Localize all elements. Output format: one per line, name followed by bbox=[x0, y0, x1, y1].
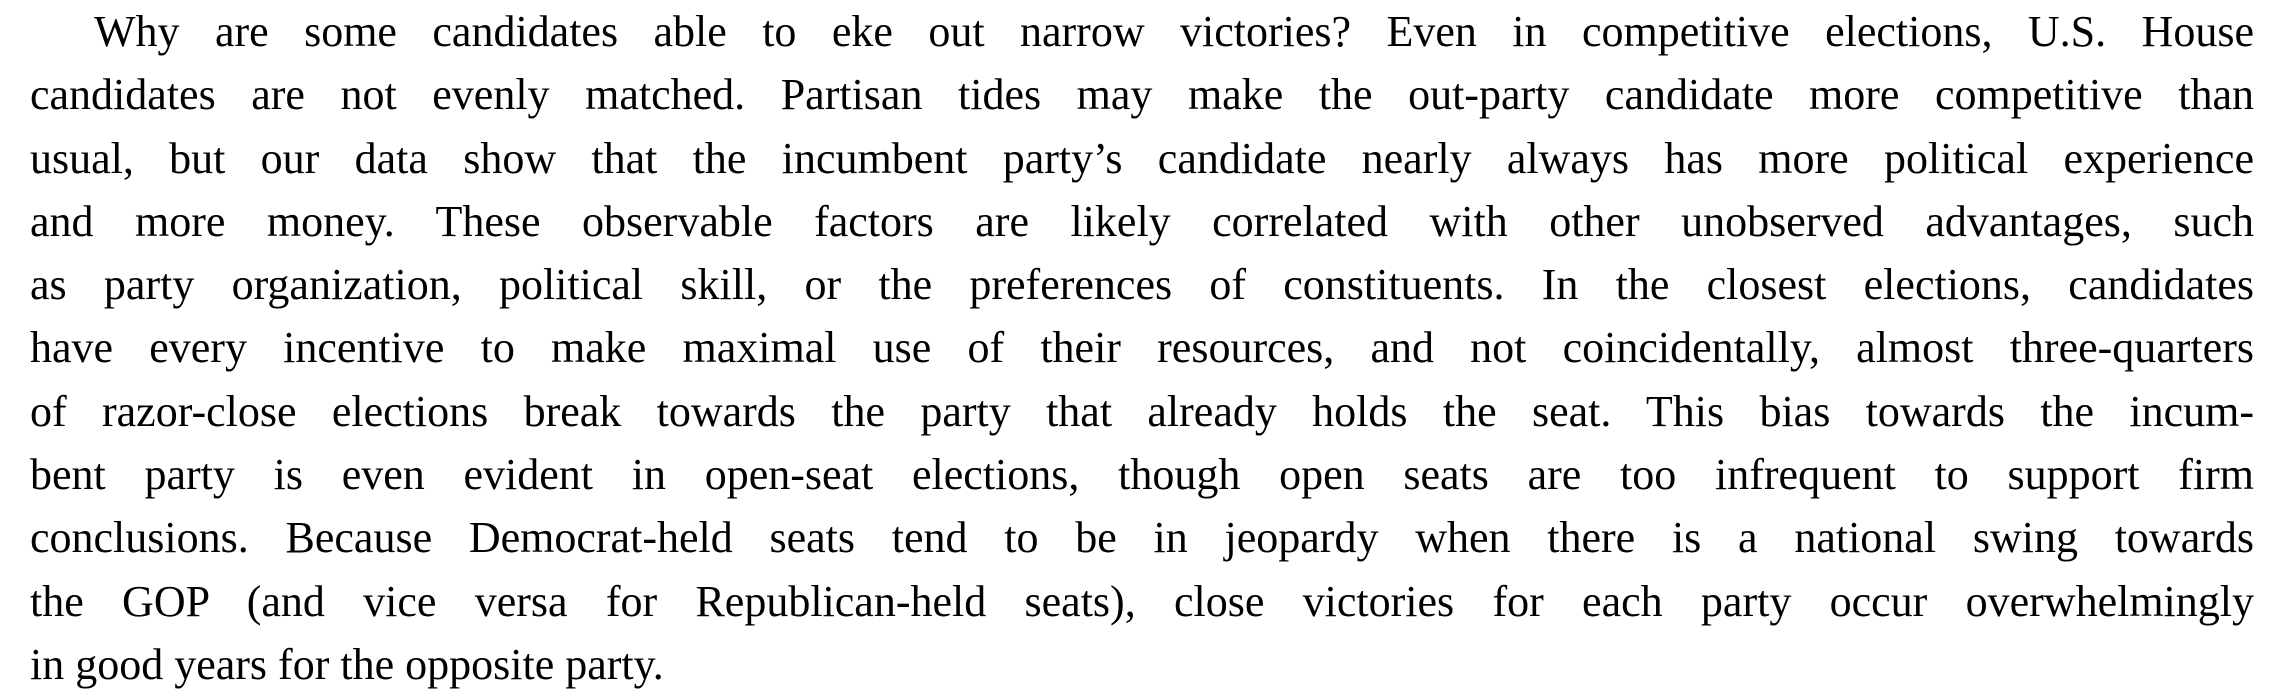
body-paragraph: Why are some candidates able to eke out … bbox=[30, 0, 2254, 696]
text-line-11: in good years for the opposite party. bbox=[30, 639, 664, 689]
text-line-10: the GOP (and vice versa for Republican-h… bbox=[30, 576, 2254, 626]
text-line-2: candidates are not evenly matched. Parti… bbox=[30, 70, 2254, 120]
text-line-9: conclusions. Because Democrat-held seats… bbox=[30, 513, 2254, 563]
text-line-8: bent party is even evident in open-seat … bbox=[30, 450, 2254, 500]
text-line-1: Why are some candidates able to eke out … bbox=[94, 7, 2254, 56]
text-line-4: and more money. These observable factors… bbox=[30, 196, 2254, 246]
text-line-5: as party organization, political skill, … bbox=[30, 260, 2254, 310]
text-line-6: have every incentive to make maximal use… bbox=[30, 323, 2254, 373]
text-line-3: usual, but our data show that the incumb… bbox=[30, 133, 2254, 183]
text-line-7: of razor-close elections break towards t… bbox=[30, 386, 2254, 436]
